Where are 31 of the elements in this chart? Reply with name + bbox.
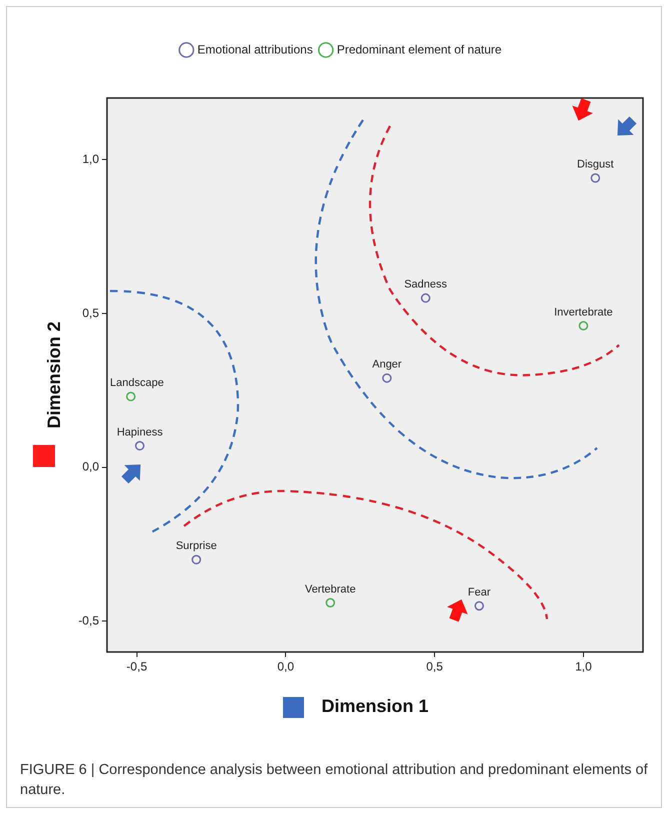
y-tick-label: 0,0	[82, 460, 100, 474]
y-tick-label: -0,5	[78, 614, 100, 628]
y-axis-title: Dimension 2	[44, 321, 64, 429]
point	[474, 601, 484, 611]
x-tick-label: 1,0	[575, 660, 592, 674]
x-tick-label: -0,5	[126, 660, 148, 674]
point	[590, 173, 600, 183]
annotation: Invertebrate	[554, 306, 613, 318]
point	[192, 554, 202, 564]
annotation: Disgust	[577, 158, 614, 171]
annotation: Vertebrate	[304, 583, 356, 596]
x-tick-label: 0,0	[277, 660, 294, 674]
point	[382, 373, 392, 383]
point	[420, 293, 430, 303]
x-axis-title: Dimension 1	[321, 696, 429, 716]
point	[135, 441, 145, 451]
x-tick-label: 0,5	[426, 660, 444, 674]
legend-label: Emotional attributions	[197, 42, 313, 56]
point	[126, 392, 136, 402]
y-tick-label: 0,5	[82, 306, 100, 320]
annotation: Hapiness	[116, 426, 164, 438]
y-tick-label: 1,0	[82, 152, 100, 166]
annotation: Landscape	[110, 377, 164, 390]
annotation: Surprise	[176, 540, 217, 552]
point	[326, 598, 336, 608]
annotation: Sadness	[404, 278, 448, 291]
point	[578, 321, 588, 331]
legend-label: Predominant element of nature	[336, 42, 502, 56]
caption: FIGURE 6 | Correspondence analysis between emotional attribution and predominant elements of nature.	[20, 761, 649, 800]
annotation: Fear	[468, 586, 491, 598]
annotation: Anger	[372, 358, 402, 371]
